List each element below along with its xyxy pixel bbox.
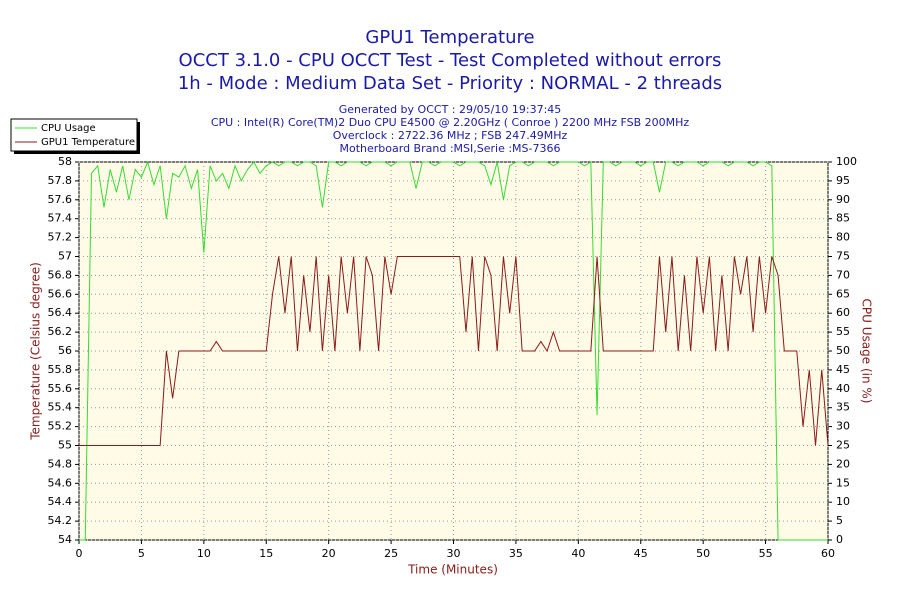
x-tick-label: 30 (447, 547, 461, 560)
y2-tick-label: 30 (836, 420, 850, 433)
y2-tick-label: 50 (836, 344, 850, 357)
y-tick-label: 55 (58, 439, 72, 452)
y-tick-label: 57.4 (48, 212, 73, 225)
y-tick-label: 54.2 (48, 514, 73, 527)
x-tick-label: 0 (76, 547, 83, 560)
series-line (79, 256, 829, 446)
x-tick-label: 40 (571, 547, 585, 560)
y2-tick-label: 55 (836, 325, 850, 338)
y2-tick-label: 60 (836, 306, 850, 319)
info-line: Overclock : 2722.36 MHz ; FSB 247.49MHz (333, 129, 568, 142)
x-tick-label: 20 (322, 547, 336, 560)
x-tick-label: 35 (509, 547, 523, 560)
y2-tick-label: 25 (836, 439, 850, 452)
y-tick-label: 56.4 (48, 306, 73, 319)
y-tick-label: 55.2 (48, 420, 73, 433)
y-tick-label: 54.8 (48, 457, 73, 470)
x-tick-label: 25 (384, 547, 398, 560)
y-tick-label: 56 (58, 344, 72, 357)
y-tick-label: 54 (58, 533, 72, 546)
y2-tick-label: 45 (836, 363, 850, 376)
y2-tick-label: 65 (836, 287, 850, 300)
y2-tick-label: 80 (836, 231, 850, 244)
chart-title: GPU1 Temperature (365, 27, 534, 48)
y2-tick-label: 10 (836, 495, 850, 508)
y-tick-label: 56.2 (48, 325, 73, 338)
y-tick-label: 55.8 (48, 363, 73, 376)
x-tick-label: 55 (759, 547, 773, 560)
y2-tick-label: 0 (836, 533, 843, 546)
x-tick-label: 50 (696, 547, 710, 560)
y-tick-label: 58 (58, 155, 72, 168)
x-tick-label: 10 (197, 547, 211, 560)
y-tick-label: 55.6 (48, 382, 73, 395)
y-tick-label: 57.6 (48, 193, 73, 206)
info-line: Motherboard Brand :MSI,Serie :MS-7366 (340, 142, 561, 155)
y2-tick-label: 100 (836, 155, 857, 168)
y-tick-label: 57 (58, 250, 72, 263)
x-tick-label: 45 (634, 547, 648, 560)
legend-box (10, 118, 138, 152)
x-tick-label: 15 (259, 547, 273, 560)
series-line (79, 160, 828, 541)
x-tick-label: 60 (821, 547, 835, 560)
y2-tick-label: 20 (836, 457, 850, 470)
y-tick-label: 54.6 (48, 476, 73, 489)
y2-tick-label: 70 (836, 268, 850, 281)
y-tick-label: 56.8 (48, 268, 73, 281)
y2-axis-label: CPU Usage (in %) (860, 299, 874, 404)
legend-label: GPU1 Temperature (41, 137, 135, 148)
info-line: CPU : Intel(R) Core(TM)2 Duo CPU E4500 @… (211, 116, 690, 129)
y-tick-label: 57.8 (48, 174, 73, 187)
y2-tick-label: 90 (836, 193, 850, 206)
y2-tick-label: 35 (836, 401, 850, 414)
y-axis-label: Temperature (Celsius degree) (29, 262, 43, 441)
y2-tick-label: 95 (836, 174, 850, 187)
chart-subtitle: OCCT 3.1.0 - CPU OCCT Test - Test Comple… (179, 50, 722, 71)
y-tick-label: 54.4 (48, 495, 73, 508)
x-tick-label: 5 (138, 547, 145, 560)
y2-tick-label: 75 (836, 250, 850, 263)
y-tick-label: 55.4 (48, 401, 73, 414)
info-line: Generated by OCCT : 29/05/10 19:37:45 (339, 103, 562, 116)
y2-tick-label: 85 (836, 212, 850, 225)
legend-label: CPU Usage (41, 123, 96, 134)
x-axis-label: Time (Minutes) (407, 563, 498, 577)
y2-tick-label: 40 (836, 382, 850, 395)
y2-tick-label: 5 (836, 514, 843, 527)
y-tick-label: 56.6 (48, 287, 73, 300)
chart-subtitle: 1h - Mode : Medium Data Set - Priority :… (178, 73, 722, 94)
y-tick-label: 57.2 (48, 231, 73, 244)
y2-tick-label: 15 (836, 476, 850, 489)
